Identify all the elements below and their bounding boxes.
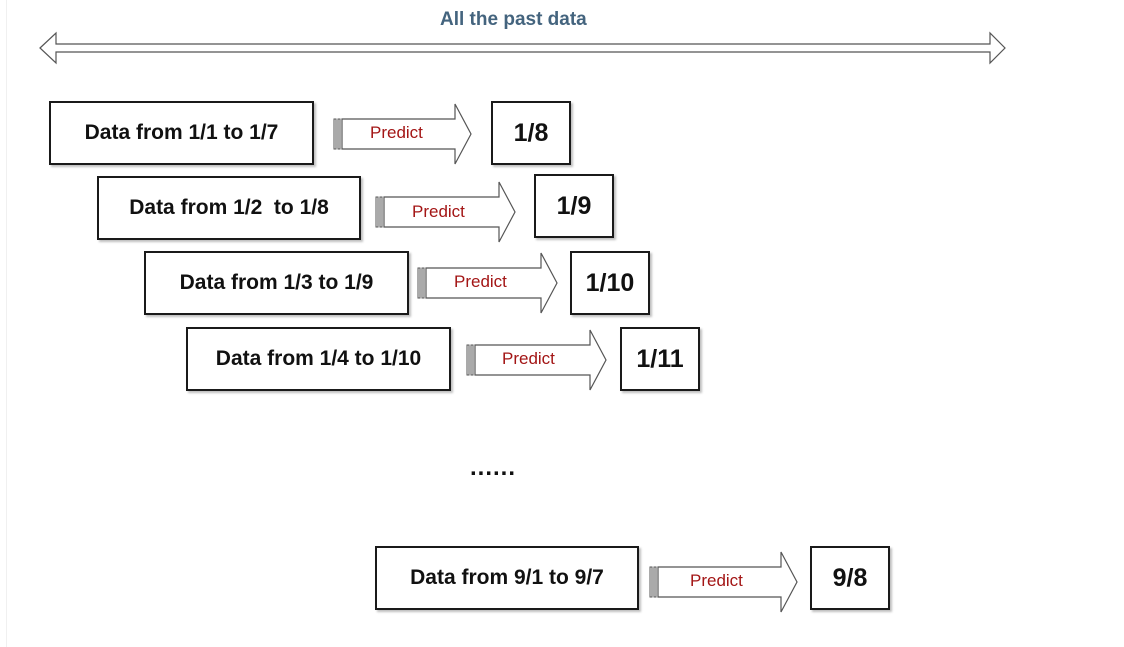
prediction-result-box: 1/9 — [534, 174, 614, 238]
timeline-double-arrow — [39, 31, 1006, 65]
data-window-box: Data from 9/1 to 9/7 — [375, 546, 639, 610]
page-edge-line — [6, 0, 7, 647]
data-window-box: Data from 1/2 to 1/8 — [97, 176, 361, 240]
prediction-result-box: 1/10 — [570, 251, 650, 315]
predict-arrow — [375, 181, 516, 243]
predict-label: Predict — [502, 349, 555, 368]
predict-arrow — [649, 551, 798, 613]
data-window-box: Data from 1/4 to 1/10 — [186, 327, 451, 391]
prediction-result-box: 9/8 — [810, 546, 890, 610]
diagram-title: All the past data — [440, 9, 587, 30]
prediction-result-box: 1/8 — [491, 101, 571, 165]
continuation-ellipsis: ...... — [470, 454, 517, 481]
predict-arrow — [466, 329, 607, 391]
data-window-box: Data from 1/1 to 1/7 — [49, 101, 314, 165]
prediction-result-box: 1/11 — [620, 327, 700, 391]
predict-arrow — [333, 103, 472, 165]
data-window-box: Data from 1/3 to 1/9 — [144, 251, 409, 315]
predict-label: Predict — [412, 202, 465, 221]
predict-label: Predict — [370, 123, 423, 142]
predict-arrow — [417, 252, 558, 314]
predict-label: Predict — [690, 571, 743, 590]
predict-label: Predict — [454, 272, 507, 291]
